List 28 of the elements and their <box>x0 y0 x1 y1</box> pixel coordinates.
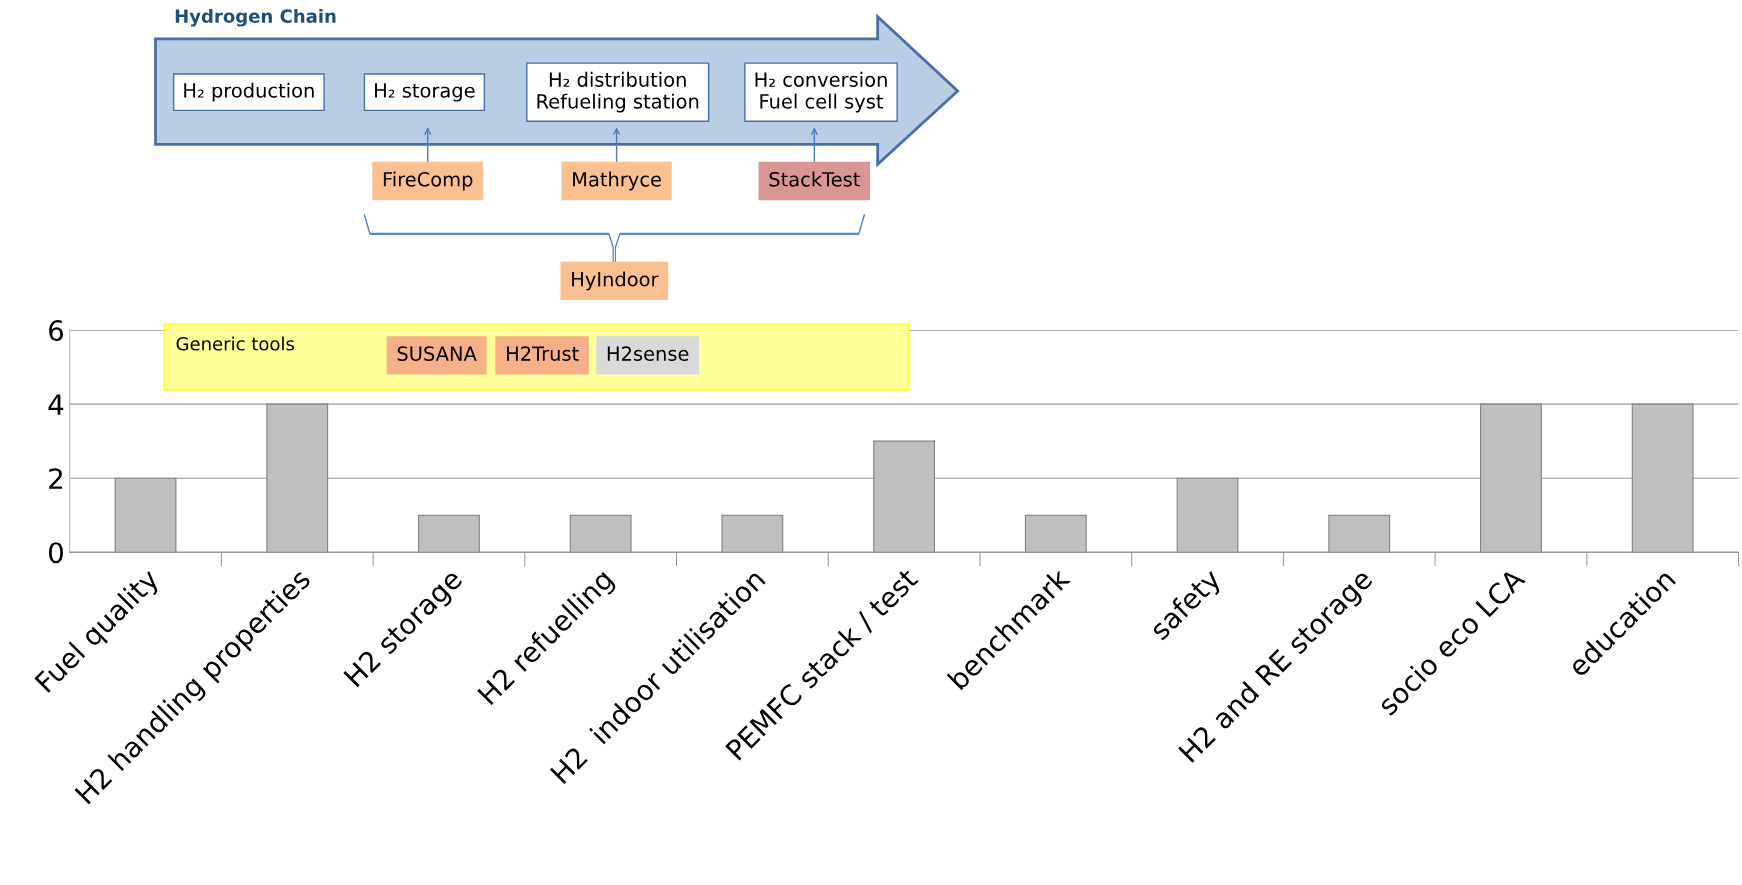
bar <box>1176 477 1239 553</box>
text: Hydrogen Chain <box>175 8 336 27</box>
y-tick-label: 2 <box>49 468 63 489</box>
bar <box>1631 403 1694 553</box>
annotation: SUSANA <box>397 346 477 361</box>
y-tick-label: 6 <box>49 320 64 342</box>
text: H₂ distribution Refueling station <box>537 71 699 113</box>
annotation: H2sense <box>607 346 689 361</box>
bar <box>418 514 480 553</box>
y-tick-label: 4 <box>48 394 64 415</box>
bar <box>266 403 329 553</box>
bar <box>569 514 632 553</box>
text: Mathryce <box>573 171 661 191</box>
bar <box>114 477 177 553</box>
annotation: H2Trust <box>507 346 579 361</box>
text: HyIndoor <box>572 271 659 291</box>
text: H₂ storage <box>375 83 475 102</box>
bar <box>1024 514 1087 553</box>
text: H₂ production <box>184 82 314 102</box>
text: H₂ conversion Fuel cell syst <box>755 71 887 113</box>
annotation: Generic tools <box>176 336 295 351</box>
bar <box>1480 403 1542 553</box>
text: StackTest <box>769 171 860 187</box>
y-tick-label: 0 <box>48 542 63 564</box>
text: FireComp <box>383 171 473 191</box>
bar <box>1328 514 1391 553</box>
bar <box>873 440 935 553</box>
bar <box>721 514 784 553</box>
